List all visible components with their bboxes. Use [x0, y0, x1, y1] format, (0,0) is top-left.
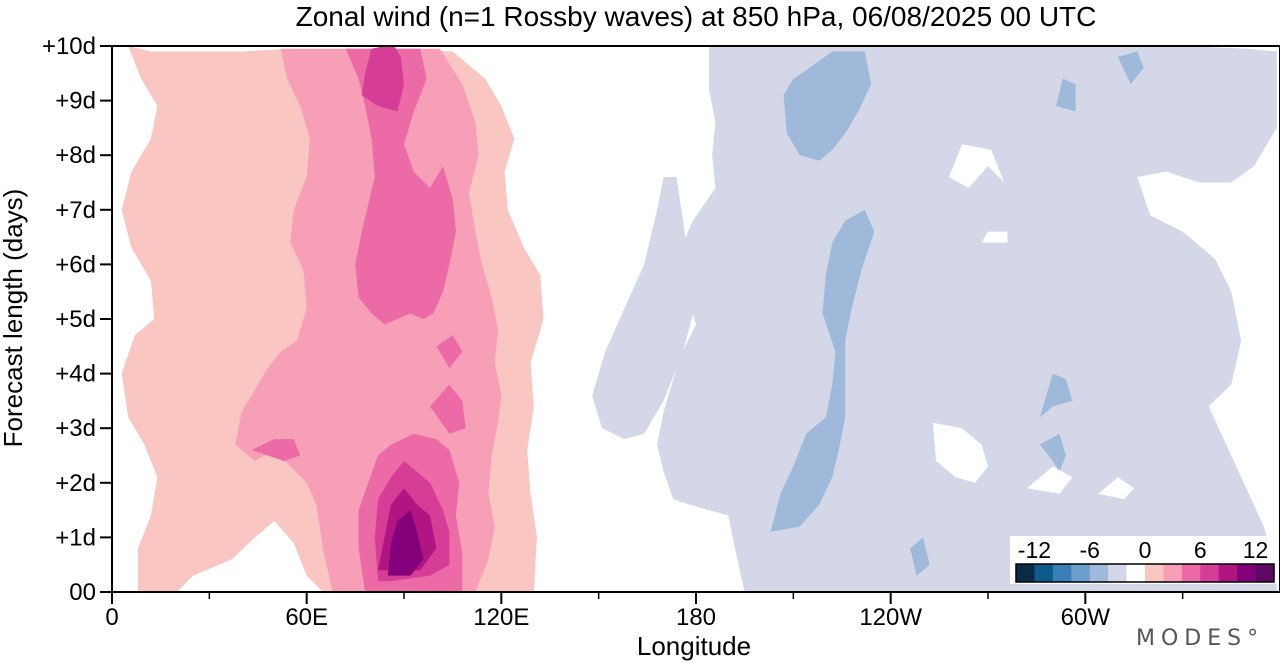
- colorbar-tick-label: -12: [1018, 537, 1051, 563]
- colorbar-tick-label: 6: [1194, 537, 1207, 563]
- x-tick-label: 120W: [859, 604, 922, 631]
- x-tick-label: 60E: [285, 604, 328, 631]
- contour-region-6-0: [657, 46, 1277, 592]
- contour-region-7-6: [910, 537, 930, 576]
- contour-region-2-2: [430, 384, 466, 434]
- contour-region-7-4: [1056, 78, 1076, 112]
- contour-region-7-0: [783, 51, 872, 161]
- contour-region-7-2: [1039, 373, 1073, 418]
- x-tick-label: 120E: [473, 604, 529, 631]
- contour-region-2-0: [345, 48, 456, 325]
- colorbar-frame: [1015, 563, 1275, 583]
- contour-region-6-1: [592, 177, 696, 440]
- colorbar-swatch: [1218, 564, 1238, 582]
- y-tick-label: +7d: [55, 197, 96, 224]
- y-axis: 00 +1d +2d +3d +4d +5d +6d +7d +8d +9d +10d: [42, 33, 112, 606]
- x-axis-label: Longitude: [637, 631, 751, 661]
- contour-region-2-4: [251, 439, 301, 461]
- colorbar-tick-label: -6: [1079, 537, 1099, 563]
- y-tick-label: +9d: [55, 88, 96, 115]
- colorbar-swatch: [1200, 564, 1220, 582]
- contour-region-8-2: [981, 231, 1008, 243]
- colorbar-tick-label: 12: [1243, 537, 1269, 563]
- contour-region-7-1: [770, 209, 875, 532]
- y-tick-label: 00: [69, 579, 96, 606]
- contour-region-8-1: [949, 144, 1005, 188]
- y-axis-label: Forecast length (days): [0, 189, 28, 448]
- y-tick-label: +1d: [55, 524, 96, 551]
- contour-region-7-3: [1039, 433, 1066, 472]
- y-tick-label: +5d: [55, 306, 96, 333]
- y-tick-label: +2d: [55, 470, 96, 497]
- modes-logo: MODES°: [1136, 626, 1264, 651]
- contour-region-8-0: [932, 422, 988, 483]
- contour-region-8-4: [1098, 477, 1134, 500]
- colorbar-swatch: [1163, 564, 1183, 582]
- y-tick-label: +4d: [55, 361, 96, 388]
- colorbar-swatch: [1181, 564, 1201, 582]
- colorbar-swatch: [1016, 564, 1035, 582]
- contour-region-3-0: [361, 46, 404, 112]
- y-tick-label: +8d: [55, 142, 96, 169]
- colorbar-swatch: [1089, 564, 1109, 582]
- x-tick-label: 0: [105, 604, 118, 631]
- contour-region-5-0: [387, 510, 424, 576]
- colorbar-swatch: [1145, 564, 1164, 582]
- colorbar-swatch: [1237, 564, 1257, 582]
- contour-fields: [121, 46, 1277, 592]
- contour-region-8-3: [1026, 466, 1073, 494]
- contour-region-2-3: [436, 335, 463, 369]
- colorbar-tick-label: 0: [1139, 537, 1152, 563]
- colorbar-swatch: [1108, 564, 1128, 582]
- y-tick-label: +6d: [55, 251, 96, 278]
- colorbar-swatch: [1052, 564, 1072, 582]
- chart-title: Zonal wind (n=1 Rossby waves) at 850 hPa…: [296, 1, 1097, 32]
- y-tick-label: +3d: [55, 415, 96, 442]
- contour-region-7-5: [1117, 51, 1144, 85]
- x-tick-label: 180: [676, 604, 716, 631]
- x-axis: 0 60E 120E 180 120W 60W: [105, 592, 1184, 631]
- colorbar-swatch: [1034, 564, 1054, 582]
- colorbar-swatch: [1126, 564, 1146, 582]
- x-tick-label: 60W: [1061, 604, 1111, 631]
- colorbar-swatch: [1071, 564, 1091, 582]
- colorbar: -12 -6 0 6 12: [1010, 536, 1278, 584]
- y-tick-label: +10d: [42, 33, 96, 60]
- colorbar-swatch: [1255, 564, 1275, 582]
